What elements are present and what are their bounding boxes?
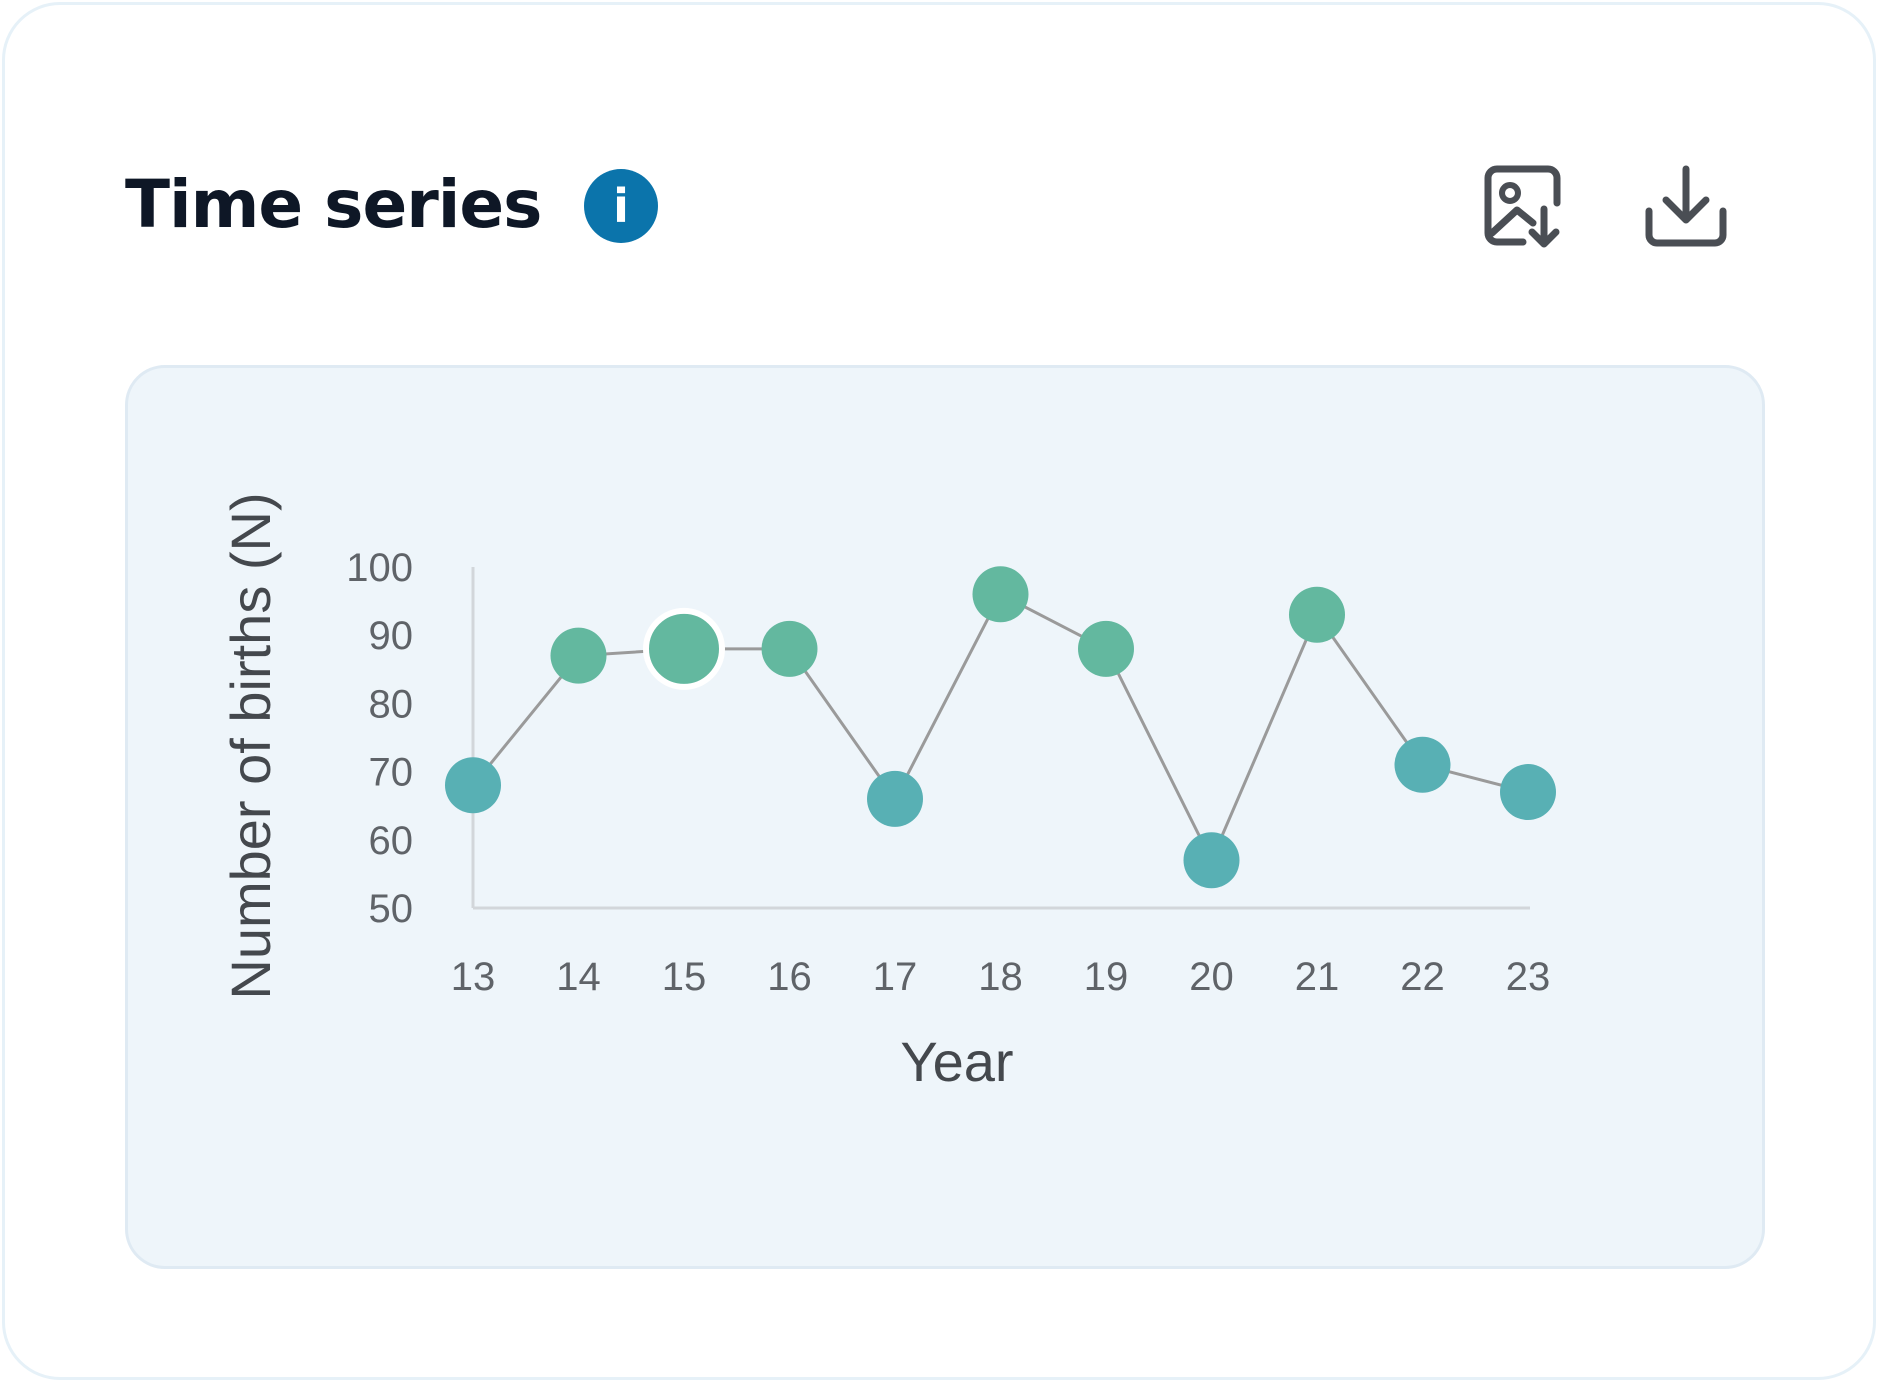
x-axis-title: Year: [900, 1030, 1013, 1093]
data-point-15[interactable]: [643, 607, 725, 690]
data-point-22[interactable]: [1394, 736, 1451, 793]
y-axis-title: Number of births (N): [219, 492, 282, 999]
download-icon: [1645, 165, 1727, 247]
image-download-icon: [1484, 165, 1561, 248]
x-tick-labels: 13 14 15 16 17 18 19 20 21 22 23: [451, 955, 1551, 999]
x-tick-label: 16: [767, 955, 812, 999]
data-point-18[interactable]: [972, 566, 1029, 623]
y-tick-label: 70: [369, 751, 414, 795]
data-point-13[interactable]: [445, 757, 501, 814]
card-title: Time series: [125, 166, 542, 243]
x-tick-label: 20: [1189, 955, 1234, 999]
y-tick-label: 100: [346, 546, 413, 590]
y-tick-label: 90: [369, 614, 414, 658]
chart-panel: 50 60 70 80 90 100 13 14 15 16 17 18 19 20 21 22 23 Yea…: [125, 365, 1765, 1269]
x-tick-label: 17: [873, 955, 918, 999]
data-point-19[interactable]: [1078, 620, 1134, 677]
data-point-23[interactable]: [1500, 764, 1556, 821]
data-point-16[interactable]: [761, 620, 818, 677]
line-chart: 50 60 70 80 90 100 13 14 15 16 17 18 19 20 21 22 23 Yea…: [219, 492, 1556, 1093]
data-point-20[interactable]: [1183, 832, 1240, 889]
data-point-21[interactable]: [1289, 586, 1345, 643]
info-icon[interactable]: i: [584, 169, 658, 243]
y-tick-labels: 50 60 70 80 90 100: [346, 546, 413, 931]
y-tick-label: 80: [369, 682, 414, 726]
download-image-button[interactable]: [1483, 163, 1567, 249]
x-tick-label: 21: [1295, 955, 1340, 999]
data-point-14[interactable]: [550, 627, 607, 684]
x-tick-label: 19: [1084, 955, 1129, 999]
series-line: [471, 592, 1529, 864]
x-tick-label: 15: [662, 955, 707, 999]
data-points: [445, 566, 1556, 889]
x-tick-label: 13: [451, 955, 496, 999]
x-tick-label: 22: [1400, 955, 1445, 999]
y-tick-label: 60: [369, 819, 414, 863]
x-tick-label: 18: [978, 955, 1023, 999]
download-button[interactable]: [1643, 163, 1729, 249]
x-tick-label: 23: [1506, 955, 1551, 999]
data-point-17[interactable]: [867, 770, 923, 827]
y-tick-label: 50: [369, 887, 414, 931]
x-tick-label: 14: [556, 955, 601, 999]
